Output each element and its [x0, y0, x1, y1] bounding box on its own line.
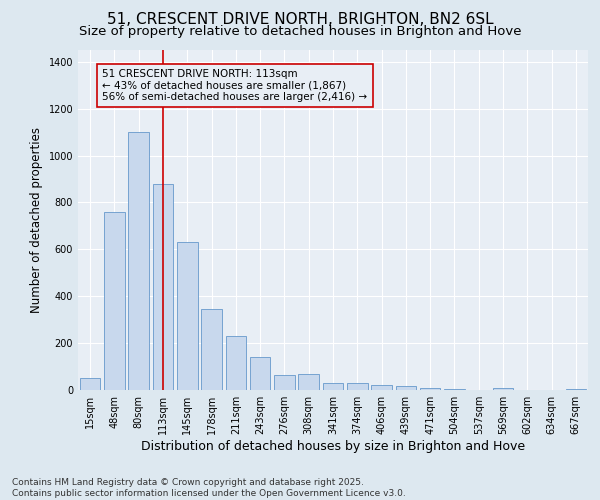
- Bar: [395, 386, 416, 390]
- X-axis label: Distribution of detached houses by size in Brighton and Hove: Distribution of detached houses by size …: [141, 440, 525, 453]
- Y-axis label: Number of detached properties: Number of detached properties: [30, 127, 43, 313]
- Bar: [250, 357, 271, 390]
- Bar: [226, 336, 246, 390]
- Bar: [274, 375, 295, 390]
- Text: Size of property relative to detached houses in Brighton and Hove: Size of property relative to detached ho…: [79, 25, 521, 38]
- Bar: [298, 374, 319, 390]
- Text: 51 CRESCENT DRIVE NORTH: 113sqm
← 43% of detached houses are smaller (1,867)
56%: 51 CRESCENT DRIVE NORTH: 113sqm ← 43% of…: [102, 69, 367, 102]
- Bar: [177, 242, 197, 390]
- Bar: [420, 388, 440, 390]
- Bar: [80, 378, 100, 390]
- Bar: [323, 383, 343, 390]
- Text: 51, CRESCENT DRIVE NORTH, BRIGHTON, BN2 6SL: 51, CRESCENT DRIVE NORTH, BRIGHTON, BN2 …: [107, 12, 493, 28]
- Bar: [104, 212, 125, 390]
- Bar: [444, 389, 465, 390]
- Bar: [371, 386, 392, 390]
- Bar: [201, 309, 222, 390]
- Bar: [493, 388, 514, 390]
- Bar: [347, 383, 368, 390]
- Bar: [152, 184, 173, 390]
- Bar: [566, 389, 586, 390]
- Bar: [128, 132, 149, 390]
- Text: Contains HM Land Registry data © Crown copyright and database right 2025.
Contai: Contains HM Land Registry data © Crown c…: [12, 478, 406, 498]
